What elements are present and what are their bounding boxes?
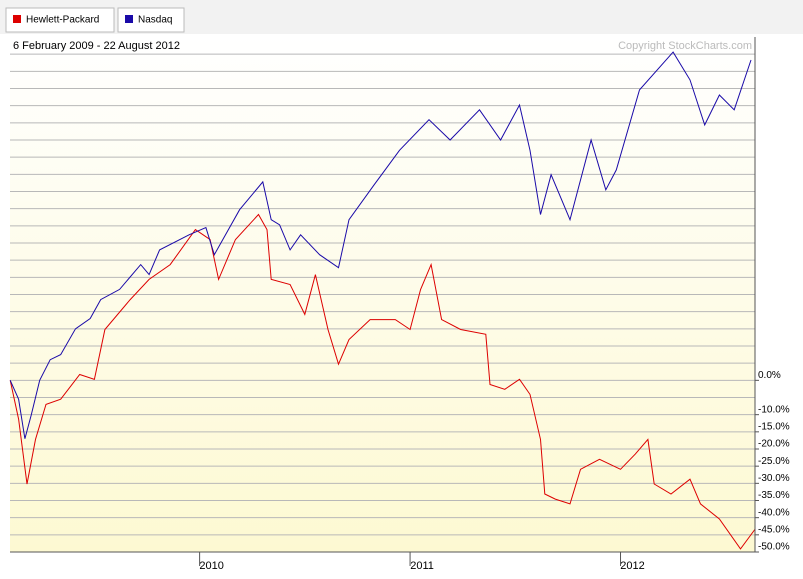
y-tick-label: -30.0%	[758, 473, 790, 484]
legend: Hewlett-Packard Nasdaq	[5, 7, 185, 33]
subtitle: 6 February 2009 - 22 August 2012	[13, 40, 180, 52]
legend-label: Hewlett-Packard	[26, 15, 99, 26]
copyright: Copyright StockCharts.com	[618, 40, 752, 52]
y-tick-label: -15.0%	[758, 421, 790, 432]
legend-tab	[5, 7, 115, 33]
x-tick-label: 2012	[620, 560, 644, 572]
x-tick-label: 2010	[199, 560, 223, 572]
y-tick-label: -50.0%	[758, 542, 790, 553]
y-tick-label: -10.0%	[758, 404, 790, 415]
lines	[9, 51, 756, 550]
y-tick-label: -35.0%	[758, 490, 790, 501]
y-tick-label: -45.0%	[758, 524, 790, 535]
legend-label: Nasdaq	[138, 15, 172, 26]
y-tick-label: 0.0%	[758, 370, 781, 381]
legend-swatch	[13, 15, 21, 23]
series-line	[9, 213, 756, 550]
y-tick-label: -40.0%	[758, 507, 790, 518]
grid	[10, 53, 755, 553]
y-tick-label: -25.0%	[758, 456, 790, 467]
series-line	[9, 51, 752, 439]
legend-swatch	[125, 15, 133, 23]
y-tick-label: -20.0%	[758, 439, 790, 450]
x-tick-label: 2011	[410, 560, 434, 572]
